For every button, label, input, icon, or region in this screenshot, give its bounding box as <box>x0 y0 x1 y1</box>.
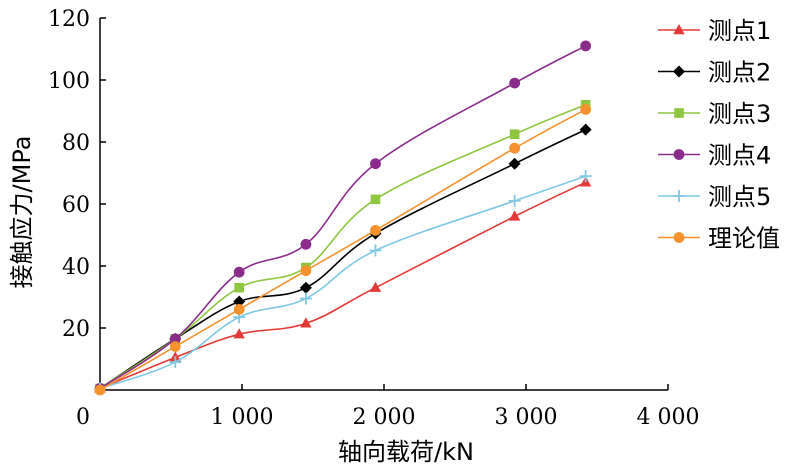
legend-marker <box>673 232 685 243</box>
data-point <box>508 157 521 170</box>
data-point <box>169 333 181 345</box>
x-tick-label: 1 000 <box>211 405 274 430</box>
data-point <box>233 266 245 278</box>
data-point <box>94 384 106 396</box>
series-layer <box>94 40 592 396</box>
y-tick-label: 100 <box>48 69 90 94</box>
x-tick-label: 3 000 <box>495 405 558 430</box>
data-point <box>299 292 312 305</box>
y-tick-label: 20 <box>62 317 90 342</box>
legend-label: 测点3 <box>708 100 771 128</box>
tick-labels: 1 000 2 000 3 000 4 000 20 40 60 80 100 120 <box>48 7 699 430</box>
x-axis-title: 轴向载荷/kN <box>338 438 474 466</box>
data-point <box>369 281 382 292</box>
data-point <box>233 304 245 315</box>
legend-marker <box>673 65 685 78</box>
data-point <box>509 129 520 140</box>
tick-marks <box>100 17 669 390</box>
data-point <box>233 295 246 308</box>
legend-marker <box>674 108 684 118</box>
legend-marker <box>673 190 685 202</box>
legend-label: 测点4 <box>708 142 771 170</box>
data-point <box>300 238 312 250</box>
x-tick-label: 2 000 <box>353 405 416 430</box>
data-point <box>169 356 182 369</box>
data-point <box>233 328 245 339</box>
series-5 <box>94 170 592 395</box>
series-2 <box>94 123 592 395</box>
legend-label: 测点2 <box>708 59 771 87</box>
series-6 <box>94 104 592 396</box>
data-point <box>369 244 382 257</box>
y-axis-title: 接触应力/MPa <box>8 136 36 289</box>
legend-marker <box>673 149 685 160</box>
legend-item: 理论值 <box>658 225 780 253</box>
y-tick-label: 120 <box>48 7 90 32</box>
origin-label: 0 <box>76 405 90 430</box>
legend-item: 测点4 <box>658 142 771 170</box>
data-point <box>370 194 381 205</box>
data-point <box>370 158 381 170</box>
data-point <box>299 281 312 294</box>
axes <box>99 18 668 391</box>
series-1 <box>94 176 592 393</box>
data-point <box>579 170 592 183</box>
data-point <box>579 123 592 136</box>
legend-item: 测点2 <box>658 59 771 87</box>
legend-item: 测点5 <box>658 183 771 211</box>
data-point <box>509 77 521 89</box>
data-point <box>508 194 521 207</box>
data-point <box>234 282 244 293</box>
y-tick-label: 40 <box>62 255 90 280</box>
data-point <box>169 341 181 352</box>
y-tick-label: 60 <box>62 193 90 218</box>
legend-marker <box>673 24 685 35</box>
legend-label: 测点5 <box>708 183 771 211</box>
data-point <box>370 224 381 236</box>
data-point <box>580 40 592 52</box>
legend-label: 测点1 <box>708 17 771 45</box>
x-tick-label: 4 000 <box>637 405 700 430</box>
data-point <box>580 104 592 115</box>
legend-label: 理论值 <box>708 225 780 253</box>
data-point <box>509 142 521 154</box>
legend-item: 测点1 <box>658 17 771 45</box>
data-point <box>508 210 521 221</box>
data-point <box>300 317 312 328</box>
legend-item: 测点3 <box>658 100 771 128</box>
legend: 测点1 测点2 测点3 测点4 测点5 理论值 <box>658 17 780 253</box>
y-tick-label: 80 <box>62 131 90 156</box>
data-point <box>300 265 312 277</box>
